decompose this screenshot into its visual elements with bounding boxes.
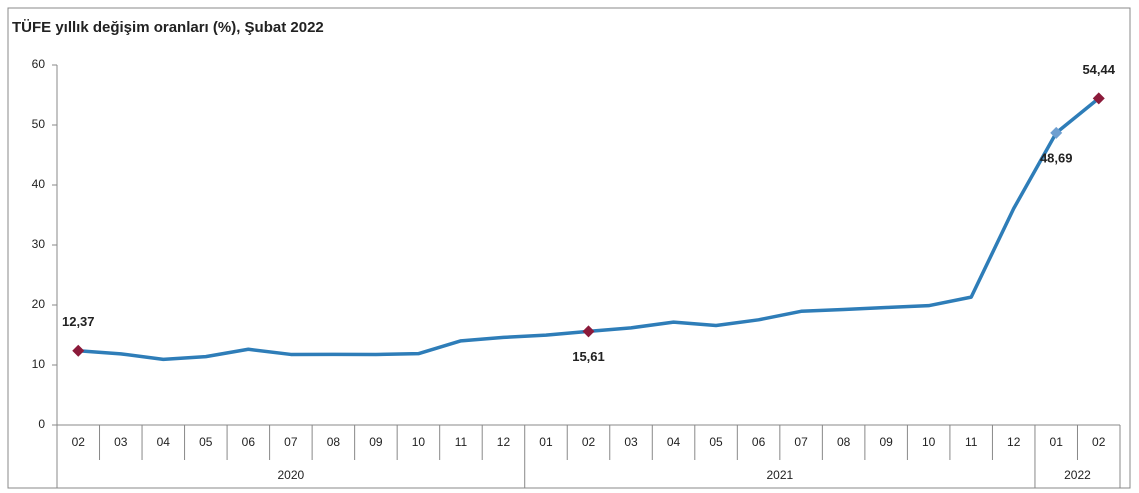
x-tick-label: 07 xyxy=(794,435,808,449)
data-label: 48,69 xyxy=(1040,150,1073,165)
x-tick-label: 03 xyxy=(624,435,638,449)
marker xyxy=(1050,126,1063,139)
x-tick-label: 03 xyxy=(114,435,128,449)
marker xyxy=(582,325,595,338)
x-tick-label: 06 xyxy=(752,435,766,449)
x-group-label: 2021 xyxy=(766,468,793,482)
x-group-label: 2020 xyxy=(278,468,305,482)
line xyxy=(78,97,1100,362)
x-tick-label: 05 xyxy=(709,435,723,449)
chart-border xyxy=(7,7,1131,489)
data-label: 54,44 xyxy=(1082,62,1115,77)
x-tick-label: 08 xyxy=(837,435,851,449)
x-tick-label: 06 xyxy=(242,435,256,449)
data-label: 15,61 xyxy=(572,349,605,364)
x-tick-label: 02 xyxy=(1092,435,1106,449)
x-tick-label: 10 xyxy=(412,435,426,449)
marker xyxy=(1092,92,1105,105)
x-tick-label: 01 xyxy=(539,435,553,449)
x-tick-label: 11 xyxy=(965,435,978,449)
x-tick-label: 04 xyxy=(157,435,171,449)
x-tick-label: 02 xyxy=(582,435,596,449)
y-tick-label: 10 xyxy=(32,357,46,371)
x-tick-label: 12 xyxy=(497,435,511,449)
x-tick-label: 04 xyxy=(667,435,681,449)
x-tick-label: 11 xyxy=(455,435,468,449)
x-tick-label: 07 xyxy=(284,435,298,449)
x-tick-label: 01 xyxy=(1050,435,1064,449)
x-tick-label: 10 xyxy=(922,435,936,449)
x-tick-label: 09 xyxy=(369,435,383,449)
y-tick-label: 40 xyxy=(32,177,46,191)
y-tick-label: 20 xyxy=(32,297,46,311)
y-tick-label: 60 xyxy=(32,57,46,71)
marker xyxy=(72,344,85,357)
x-group-label: 2022 xyxy=(1064,468,1091,482)
data-label: 12,37 xyxy=(62,314,95,329)
x-tick-label: 08 xyxy=(327,435,341,449)
x-tick-label: 05 xyxy=(199,435,213,449)
y-tick-label: 50 xyxy=(32,117,46,131)
x-tick-label: 09 xyxy=(879,435,893,449)
x-tick-label: 12 xyxy=(1007,435,1021,449)
y-tick-label: 30 xyxy=(32,237,46,251)
x-tick-label: 02 xyxy=(72,435,86,449)
y-tick-label: 0 xyxy=(38,417,45,431)
chart-title: TÜFE yıllık değişim oranları (%), Şubat … xyxy=(12,19,324,36)
